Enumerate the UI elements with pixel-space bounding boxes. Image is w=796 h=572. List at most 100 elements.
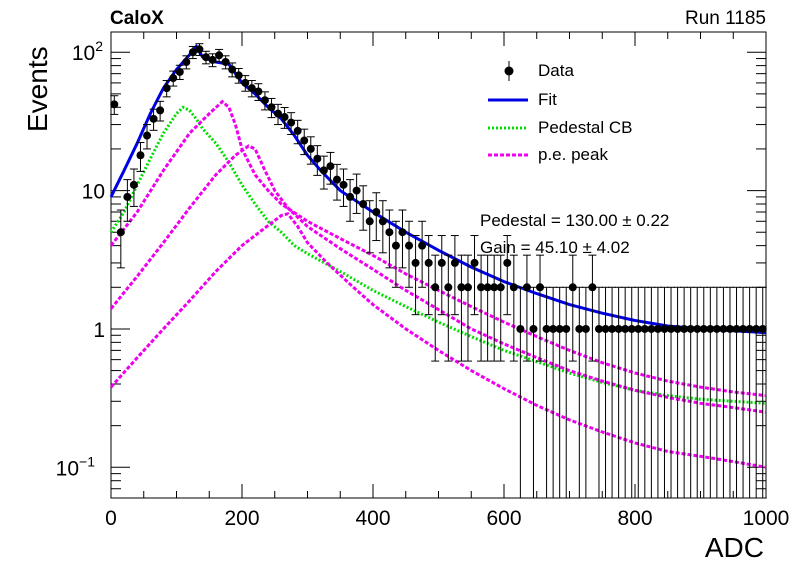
data-marker (156, 106, 165, 115)
x-axis-label: ADC (704, 532, 764, 563)
data-marker (254, 87, 263, 96)
data-point (116, 209, 125, 269)
data-point (175, 64, 184, 80)
data-marker (405, 241, 414, 250)
data-point (143, 124, 152, 150)
data-marker (280, 113, 289, 122)
data-marker (339, 180, 348, 189)
data-marker (522, 283, 531, 292)
data-point (280, 107, 289, 129)
data-point (411, 235, 420, 316)
data-point (391, 220, 400, 288)
data-marker (739, 324, 748, 333)
data-marker (136, 151, 145, 160)
data-point (162, 80, 171, 98)
data-point (313, 145, 322, 176)
y-tick-label: 102 (72, 38, 103, 65)
data-point (346, 179, 355, 222)
data-point (470, 235, 479, 316)
data-marker (195, 45, 204, 54)
data-marker (463, 283, 472, 292)
data-point (725, 286, 734, 499)
data-marker (568, 283, 577, 292)
curve-p-e-peak-1 (109, 99, 767, 398)
data-marker (516, 324, 525, 333)
data-point (123, 179, 132, 222)
data-marker (431, 283, 440, 292)
data-point (496, 254, 505, 362)
data-marker (129, 180, 138, 189)
data-marker (437, 258, 446, 267)
data-marker (634, 324, 643, 333)
data-point (418, 220, 427, 288)
legend-label-pedestal: Pedestal CB (538, 118, 633, 137)
data-point (575, 286, 584, 499)
data-point (385, 209, 394, 269)
data-point (647, 286, 656, 499)
data-marker (274, 109, 283, 118)
data-point (267, 97, 276, 119)
data-marker (457, 283, 466, 292)
data-point (405, 220, 414, 288)
data-point (293, 119, 302, 145)
data-marker (470, 258, 479, 267)
data-marker (247, 84, 256, 93)
data-marker (359, 199, 368, 208)
data-point (326, 151, 335, 185)
data-point (719, 286, 728, 499)
data-marker (608, 324, 617, 333)
data-marker (496, 283, 505, 292)
x-tick-label: 1000 (743, 507, 790, 530)
data-point (568, 254, 577, 362)
data-marker (667, 324, 676, 333)
data-marker (640, 324, 649, 333)
data-marker (621, 324, 630, 333)
legend-label-fit: Fit (538, 90, 557, 109)
data-point (503, 235, 512, 316)
data-marker (424, 258, 433, 267)
data-point (306, 136, 315, 165)
data-point (182, 55, 191, 70)
data-marker (575, 324, 584, 333)
data-point (437, 235, 446, 316)
data-point (149, 108, 158, 131)
legend-label-data: Data (538, 61, 574, 80)
data-point (522, 254, 531, 362)
data-point (509, 254, 518, 362)
data-marker (267, 103, 276, 112)
data-point (431, 254, 440, 362)
data-marker (542, 324, 551, 333)
data-marker (758, 324, 767, 333)
pedestal-stat: Pedestal = 130.00 ± 0.22 (480, 211, 670, 230)
data-marker (477, 283, 486, 292)
data-marker (385, 228, 394, 237)
data-marker (326, 162, 335, 171)
data-point (247, 80, 256, 98)
data-marker (201, 53, 210, 62)
data-point (745, 286, 754, 499)
data-marker (581, 324, 590, 333)
data-marker (712, 324, 721, 333)
data-point (228, 62, 237, 78)
data-marker (313, 154, 322, 163)
data-marker (673, 324, 682, 333)
data-point (712, 286, 721, 499)
data-point (693, 286, 702, 499)
data-marker (293, 126, 302, 135)
data-marker (732, 324, 741, 333)
data-marker (699, 324, 708, 333)
data-point (129, 168, 138, 207)
data-point (365, 200, 374, 254)
data-point (686, 286, 695, 499)
data-point (640, 286, 649, 499)
data-marker (745, 324, 754, 333)
data-point (274, 103, 283, 126)
data-point (653, 286, 662, 499)
legend-label-pe-peak: p.e. peak (538, 145, 608, 164)
data-point (594, 286, 603, 499)
data-point (549, 286, 558, 499)
data-point (156, 100, 165, 122)
data-point (732, 286, 741, 499)
data-marker (398, 228, 407, 237)
data-marker (378, 217, 387, 226)
